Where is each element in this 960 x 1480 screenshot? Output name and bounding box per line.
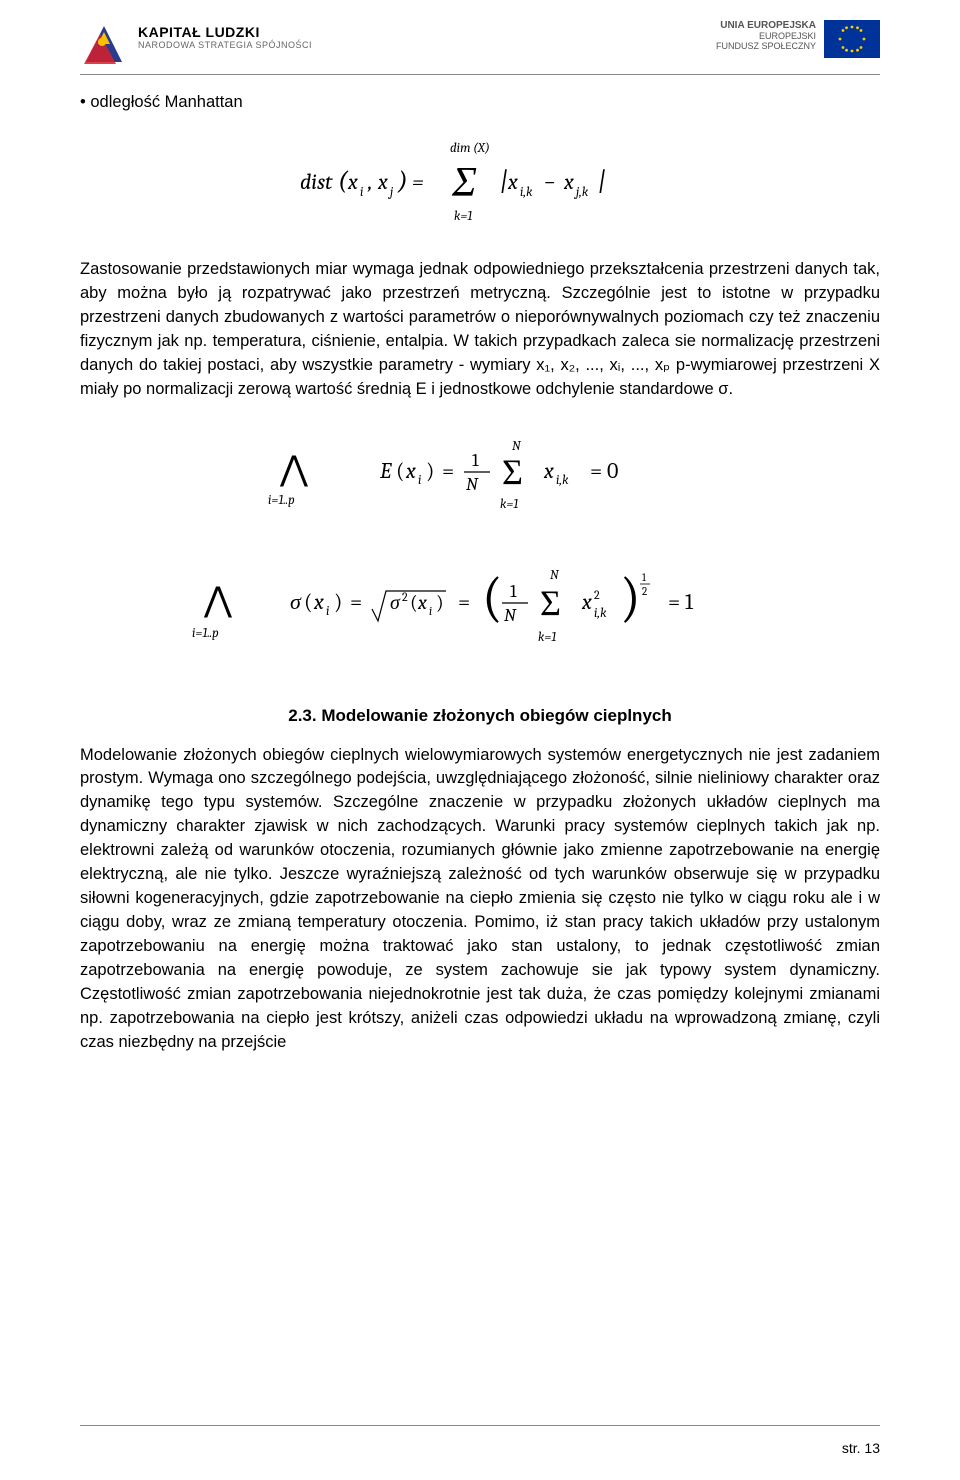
svg-text:i: i bbox=[418, 473, 421, 488]
bullet-manhattan: odległość Manhattan bbox=[80, 93, 880, 112]
kapital-ludzki-logo-icon bbox=[80, 20, 128, 68]
section-heading-2-3: 2.3. Modelowanie złożonych obiegów ciepl… bbox=[80, 706, 880, 726]
svg-text:x: x bbox=[405, 458, 416, 484]
svg-text:(: ( bbox=[410, 591, 418, 614]
svg-text:): ) bbox=[397, 166, 408, 196]
svg-text:j: j bbox=[388, 185, 393, 200]
footer-rule bbox=[80, 1425, 880, 1426]
svg-text:dist: dist bbox=[300, 169, 333, 195]
svg-text:σ: σ bbox=[390, 591, 401, 614]
svg-text:i: i bbox=[326, 604, 329, 619]
header-right-text: UNIA EUROPEJSKA EUROPEJSKI FUNDUSZ SPOŁE… bbox=[716, 20, 816, 51]
svg-text:j,k: j,k bbox=[574, 185, 589, 200]
header-left: KAPITAŁ LUDZKI NARODOWA STRATEGIA SPÓJNO… bbox=[80, 20, 312, 68]
svg-text:−: − bbox=[544, 169, 555, 195]
svg-text:⋀: ⋀ bbox=[203, 580, 232, 620]
svg-text:E: E bbox=[379, 458, 392, 484]
svg-text:i,k: i,k bbox=[556, 473, 569, 488]
paragraph-normalization: Zastosowanie przedstawionych miar wymaga… bbox=[80, 258, 880, 402]
svg-text:=: = bbox=[412, 169, 424, 195]
svg-text:σ: σ bbox=[290, 589, 302, 615]
svg-text:,: , bbox=[367, 169, 373, 195]
svg-text:=: = bbox=[458, 589, 470, 615]
svg-text:x: x bbox=[377, 169, 388, 195]
svg-text:= 1: = 1 bbox=[668, 589, 694, 615]
svg-text:2: 2 bbox=[594, 588, 600, 602]
svg-text:x: x bbox=[507, 169, 518, 195]
header-rule bbox=[80, 74, 880, 75]
svg-text:= 0: = 0 bbox=[590, 458, 618, 484]
svg-text:): ) bbox=[620, 566, 641, 629]
page-header: KAPITAŁ LUDZKI NARODOWA STRATEGIA SPÓJNO… bbox=[80, 20, 880, 68]
eu-flag-icon bbox=[824, 20, 880, 58]
svg-text:N: N bbox=[504, 605, 517, 626]
svg-text:x: x bbox=[581, 589, 592, 615]
svg-text:1: 1 bbox=[510, 581, 517, 602]
kl-title: KAPITAŁ LUDZKI bbox=[138, 24, 312, 40]
svg-text:dim (X): dim (X) bbox=[450, 141, 490, 156]
svg-text:i: i bbox=[429, 604, 432, 618]
svg-text:2: 2 bbox=[402, 590, 408, 604]
svg-text:Σ: Σ bbox=[451, 158, 477, 207]
svg-text:N: N bbox=[550, 568, 560, 583]
svg-text:Σ: Σ bbox=[502, 452, 523, 493]
svg-text:k=1: k=1 bbox=[500, 497, 518, 512]
svg-text:(: ( bbox=[304, 589, 312, 615]
eu-line3: FUNDUSZ SPOŁECZNY bbox=[716, 41, 816, 51]
svg-text:x: x bbox=[347, 169, 358, 195]
svg-text:k=1: k=1 bbox=[538, 630, 556, 645]
svg-text:): ) bbox=[334, 589, 342, 615]
svg-text:i=1..p: i=1..p bbox=[192, 626, 219, 641]
svg-text:1: 1 bbox=[642, 571, 647, 584]
svg-text:i=1..p: i=1..p bbox=[268, 493, 295, 508]
svg-text:k=1: k=1 bbox=[454, 209, 472, 224]
svg-text:⋀: ⋀ bbox=[279, 449, 308, 489]
svg-text:(: ( bbox=[482, 566, 503, 629]
svg-text:): ) bbox=[426, 458, 434, 484]
svg-text:|: | bbox=[500, 166, 508, 196]
svg-text:=: = bbox=[442, 458, 454, 484]
eu-line2: EUROPEJSKI bbox=[759, 31, 816, 41]
header-left-text: KAPITAŁ LUDZKI NARODOWA STRATEGIA SPÓJNO… bbox=[138, 24, 312, 50]
svg-text:Σ: Σ bbox=[540, 583, 561, 624]
page-number: str. 13 bbox=[842, 1440, 880, 1456]
svg-text:i,k: i,k bbox=[594, 606, 607, 621]
svg-text:x: x bbox=[417, 591, 427, 614]
svg-text:(: ( bbox=[396, 458, 404, 484]
svg-text:|: | bbox=[598, 166, 606, 196]
normalization-formulas: ⋀ i=1..p E ( x i ) = 1 N N Σ k=1 x i,k =… bbox=[80, 432, 880, 656]
svg-text:x: x bbox=[563, 169, 574, 195]
paragraph-modelling: Modelowanie złożonych obiegów cieplnych … bbox=[80, 744, 880, 1055]
svg-text:x: x bbox=[313, 589, 324, 615]
svg-text:i: i bbox=[360, 185, 363, 200]
kl-subtitle: NARODOWA STRATEGIA SPÓJNOŚCI bbox=[138, 40, 312, 50]
header-right: UNIA EUROPEJSKA EUROPEJSKI FUNDUSZ SPOŁE… bbox=[716, 20, 880, 58]
manhattan-distance-formula: dist ( x i , x j ) = dim (X) Σ k=1 | x i… bbox=[80, 134, 880, 230]
svg-text:N: N bbox=[466, 474, 479, 495]
svg-text:2: 2 bbox=[642, 585, 647, 598]
svg-text:): ) bbox=[436, 591, 444, 614]
eu-line1: UNIA EUROPEJSKA bbox=[720, 20, 816, 31]
svg-text:=: = bbox=[350, 589, 362, 615]
svg-text:x: x bbox=[543, 458, 554, 484]
svg-text:1: 1 bbox=[472, 450, 479, 471]
svg-text:i,k: i,k bbox=[520, 185, 533, 200]
